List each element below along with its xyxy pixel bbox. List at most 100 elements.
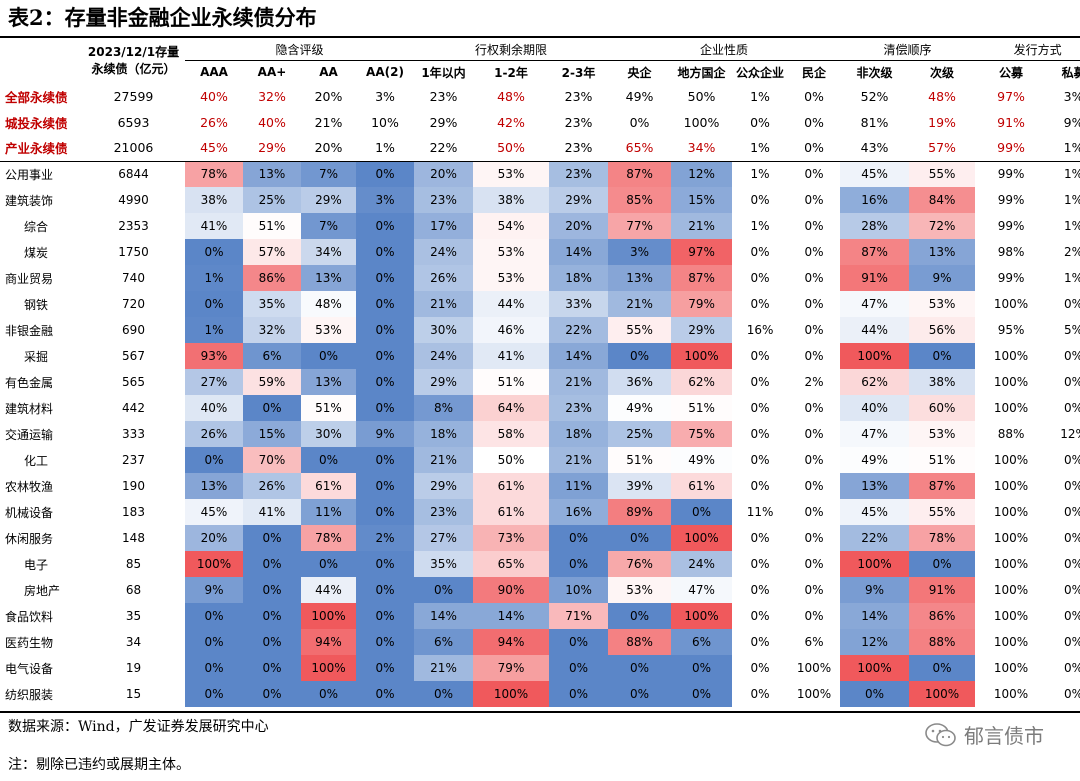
row-cell: 11%	[549, 473, 609, 499]
row-cell: 99%	[975, 160, 1048, 187]
row-cell: 47%	[671, 577, 733, 603]
row-cell: 0%	[804, 531, 824, 545]
row-cell: 0%	[185, 291, 243, 317]
row-stock: 237	[122, 453, 145, 467]
row-cell: 0%	[301, 447, 356, 473]
row-cell: 0%	[804, 323, 824, 337]
row-cell: 100%	[909, 681, 976, 707]
row-cell: 97%	[997, 88, 1025, 104]
row-cell: 12%	[671, 160, 733, 187]
row-cell: 22%	[840, 525, 910, 551]
row-cell: 32%	[258, 88, 286, 104]
row-cell: 0%	[750, 401, 770, 415]
row-cell: 21%	[671, 213, 733, 239]
row-cell: 0%	[549, 655, 609, 681]
row-cell: 10%	[549, 577, 609, 603]
row-cell: 9%	[909, 265, 976, 291]
row-cell: 0%	[243, 551, 301, 577]
row-cell: 24%	[414, 343, 474, 369]
row-cell: 56%	[909, 317, 976, 343]
row-cell: 2%	[804, 375, 824, 389]
row-stock: 740	[122, 271, 145, 285]
row-cell: 79%	[473, 655, 550, 681]
row-cell: 0%	[750, 114, 770, 130]
row-cell: 99%	[997, 271, 1025, 285]
row-cell: 0%	[356, 395, 415, 421]
row-cell: 20%	[185, 525, 243, 551]
row-cell: 0%	[549, 525, 609, 551]
row-cell: 43%	[860, 140, 889, 156]
row-cell: 12%	[1060, 427, 1080, 441]
row-cell: 0%	[356, 317, 415, 343]
header-col-aa2: AA(2)	[366, 65, 404, 79]
table-row: 全部永续债 27599 40% 32% 20% 3% 23% 48% 23% 49% 50% 1% 0%…	[0, 83, 1080, 109]
row-name: 农林牧渔	[5, 479, 54, 494]
row-cell: 23%	[564, 114, 593, 130]
row-cell: 0%	[804, 271, 824, 285]
row-cell: 29%	[414, 369, 474, 395]
row-cell: 40%	[200, 88, 228, 104]
row-cell: 40%	[185, 395, 243, 421]
header-col-local-soe: 地方国企	[677, 65, 726, 80]
row-name: 建筑装饰	[5, 193, 54, 208]
header-col-within-1y: 1年以内	[421, 65, 466, 80]
row-cell: 100%	[993, 453, 1029, 467]
row-cell: 0%	[549, 681, 609, 707]
row-cell: 0%	[243, 577, 301, 603]
row-cell: 0%	[804, 479, 824, 493]
row-cell: 13%	[185, 473, 243, 499]
row-cell: 23%	[549, 160, 609, 187]
row-cell: 44%	[840, 317, 910, 343]
row-name: 采掘	[24, 349, 49, 364]
row-cell: 0%	[608, 655, 672, 681]
table-row: 非银金融 690 1% 32% 53% 0% 30% 46% 22% 55% 29% 16% 0% 44%…	[0, 317, 1080, 343]
header-stock-line2: 永续债（亿元）	[91, 61, 176, 76]
row-cell: 0%	[301, 551, 356, 577]
row-cell: 15%	[671, 187, 733, 213]
row-name: 公用事业	[0, 160, 82, 187]
header-blank	[0, 38, 82, 83]
header-group-term: 行权剩余期限	[414, 38, 609, 61]
row-cell: 0%	[185, 447, 243, 473]
row-cell: 78%	[909, 525, 976, 551]
row-cell: 100%	[993, 661, 1029, 675]
row-cell: 0%	[608, 343, 672, 369]
row-cell: 13%	[243, 160, 301, 187]
table-body: 全部永续债 27599 40% 32% 20% 3% 23% 48% 23% 49% 50% 1% 0%…	[0, 83, 1080, 707]
header-stock: 2023/12/1存量 永续债（亿元）	[82, 38, 185, 83]
watermark-text: 郁言债市	[964, 724, 1044, 748]
row-cell: 0%	[804, 453, 824, 467]
header-col-aa-plus: AA+	[257, 65, 287, 79]
row-cell: 0%	[909, 655, 976, 681]
row-cell: 48%	[497, 88, 525, 104]
row-cell: 48%	[301, 291, 356, 317]
row-cell: 29%	[258, 140, 286, 156]
row-cell: 100%	[993, 297, 1029, 311]
row-cell: 0%	[804, 297, 824, 311]
row-cell: 47%	[840, 291, 910, 317]
table-row: 公用事业 6844 78% 13% 7% 0% 20% 53% 23% 87% 12% 1% 0% 45%…	[0, 160, 1080, 187]
row-cell: 59%	[243, 369, 301, 395]
row-cell: 87%	[909, 473, 976, 499]
row-cell: 21%	[549, 369, 609, 395]
row-cell: 88%	[608, 629, 672, 655]
row-cell: 19%	[928, 114, 956, 130]
table-row: 城投永续债 6593 26% 40% 21% 10% 29% 42% 23% 0% 100% 0% 0%…	[0, 109, 1080, 135]
row-cell: 0%	[356, 239, 415, 265]
row-cell: 16%	[840, 187, 910, 213]
row-cell: 25%	[243, 187, 301, 213]
row-cell: 51%	[473, 369, 550, 395]
row-cell: 51%	[671, 395, 733, 421]
row-cell: 23%	[564, 88, 593, 104]
row-cell: 53%	[909, 421, 976, 447]
row-cell: 78%	[185, 160, 243, 187]
row-cell: 0%	[243, 655, 301, 681]
row-cell: 26%	[185, 421, 243, 447]
row-cell: 24%	[671, 551, 733, 577]
row-cell: 99%	[997, 140, 1025, 156]
header-col-public: 公众企业	[736, 65, 785, 80]
row-cell: 0%	[750, 557, 770, 571]
row-cell: 0%	[750, 297, 770, 311]
row-cell: 1%	[750, 88, 770, 104]
row-cell: 22%	[549, 317, 609, 343]
